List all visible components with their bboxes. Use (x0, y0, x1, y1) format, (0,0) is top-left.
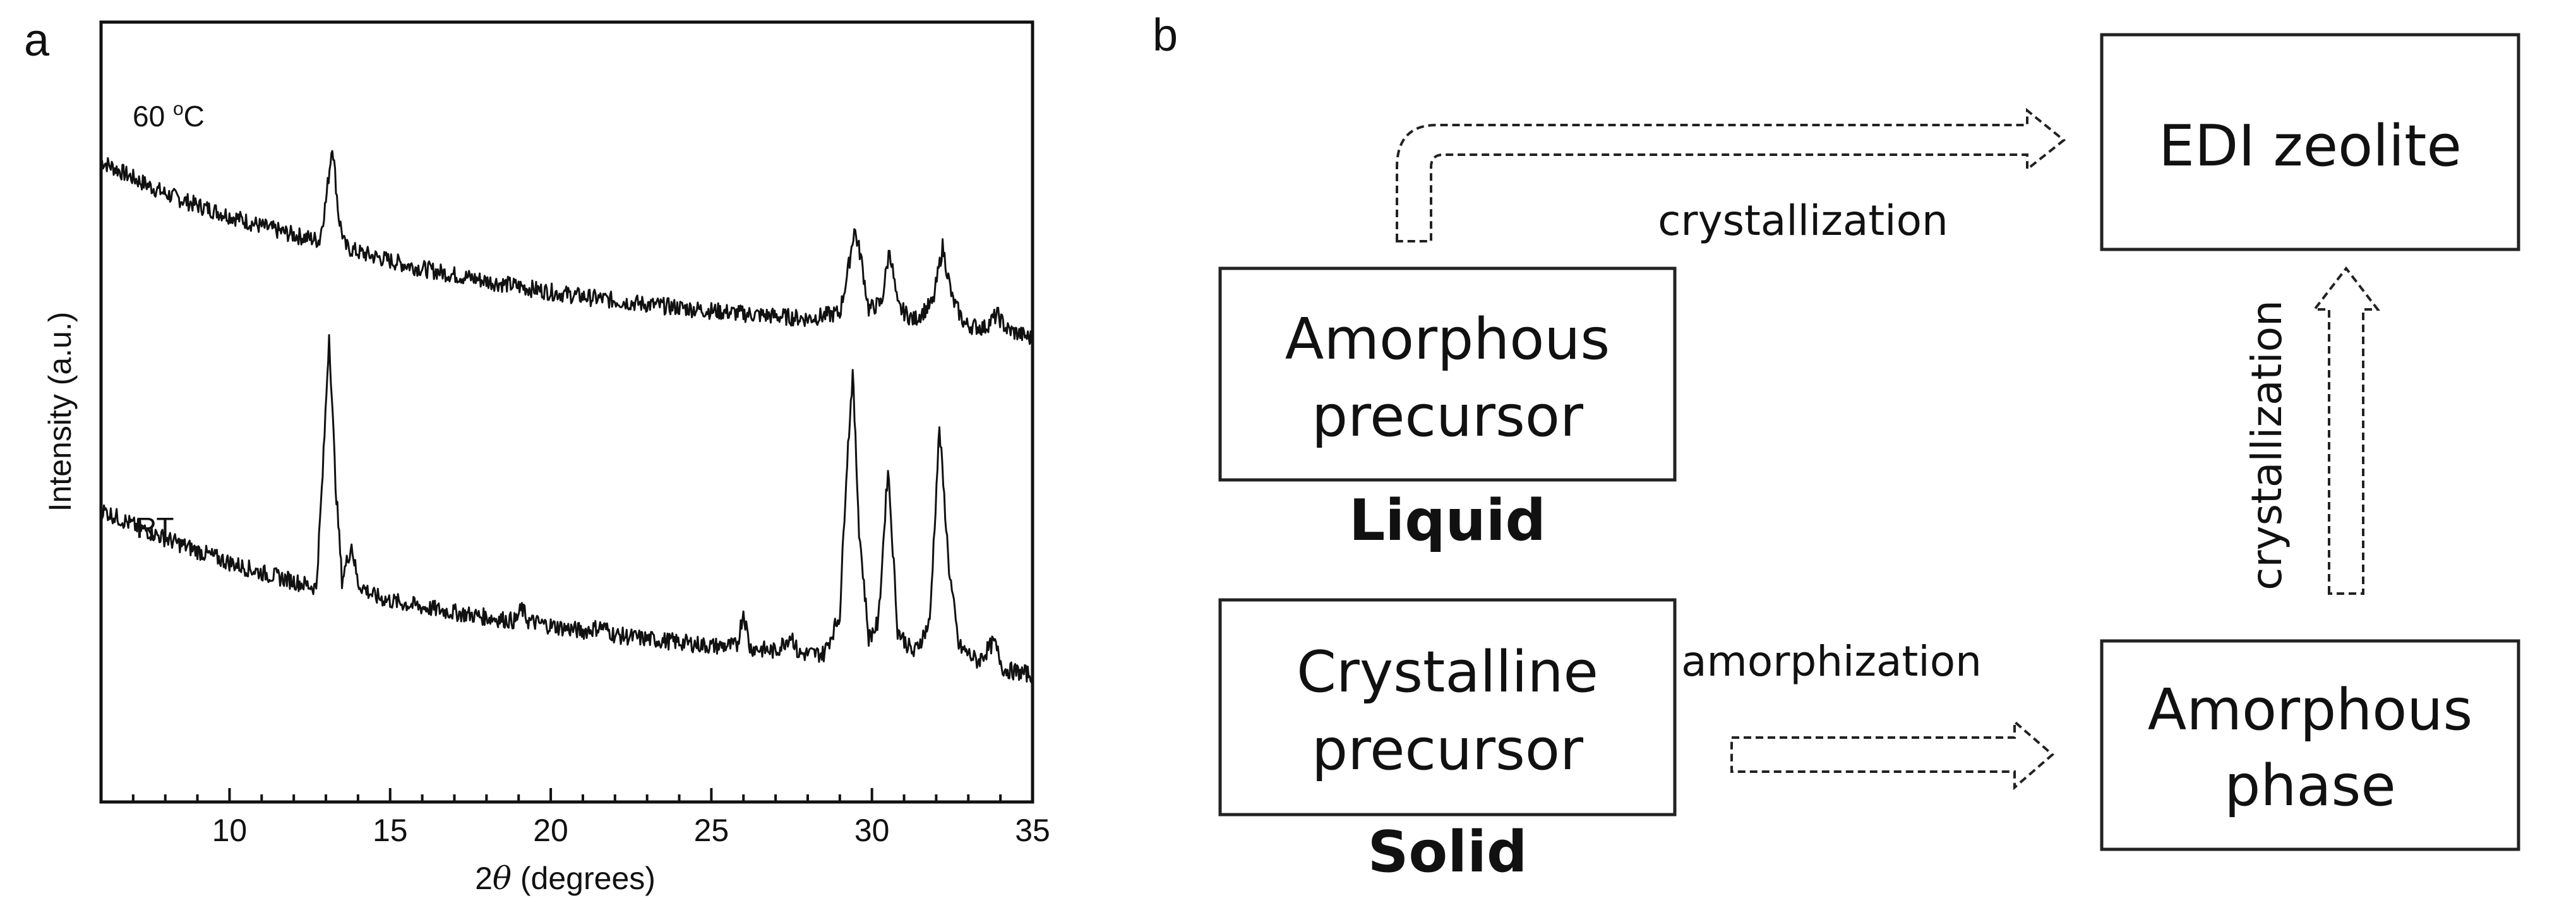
x-tick-label-10: 10 (212, 813, 248, 848)
panel-b-letter: b (1153, 10, 1178, 61)
crystalline-precursor-line1: Crystalline (1297, 639, 1598, 705)
x-tick-label-15: 15 (373, 813, 408, 848)
x-tick-label-35: 35 (1015, 813, 1050, 848)
x-tick-label-25: 25 (694, 813, 729, 848)
xrd-chart: 10 15 20 25 30 35 60 oC RT 2θ (degrees) Inten… (42, 20, 1050, 897)
x-axis-ticks (100, 788, 1034, 802)
amorphous-phase-line1: Amorphous (2148, 677, 2472, 743)
series-label-60c: 60 oC (133, 99, 205, 133)
amorphous-phase-box: Amorphous phase (2100, 639, 2520, 851)
x-tick-label-20: 20 (533, 813, 568, 848)
amorphous-precursor-line2: precursor (1312, 383, 1583, 450)
crystallization-arrow-right (2311, 266, 2381, 595)
x-axis-label: 2θ (degrees) (475, 860, 656, 897)
amorphization-arrow (1730, 719, 2055, 791)
x-tick-label-30: 30 (854, 813, 890, 848)
amorphous-precursor-box: Amorphous precursor (1218, 266, 1677, 482)
crystalline-precursor-line2: precursor (1312, 717, 1583, 783)
crystallization-label-top: crystallization (1658, 196, 1948, 245)
series-label-rt: RT (136, 511, 174, 544)
series-lines (100, 150, 1034, 684)
edi-zeolite-box: EDI zeolite (2100, 33, 2520, 251)
panel-a-letter: a (24, 15, 50, 66)
amorphous-precursor-line1: Amorphous (1285, 306, 1610, 373)
y-axis-label: Intensity (a.u.) (42, 312, 78, 512)
amorphization-label: amorphization (1681, 637, 1982, 686)
liquid-label: Liquid (1349, 487, 1546, 554)
plot-frame (99, 20, 1034, 804)
crystallization-arrow-top (1396, 107, 2066, 242)
solid-label: Solid (1368, 819, 1528, 885)
series-line-0 (100, 150, 1034, 345)
series-line-1 (100, 334, 1034, 684)
x-axis-tick-labels: 10 15 20 25 30 35 (212, 813, 1050, 848)
amorphous-phase-line2: phase (2224, 753, 2396, 819)
crystalline-precursor-box: Crystalline precursor (1218, 598, 1677, 816)
edi-zeolite-text: EDI zeolite (2159, 113, 2462, 179)
crystallization-label-right: crystallization (2243, 300, 2291, 590)
